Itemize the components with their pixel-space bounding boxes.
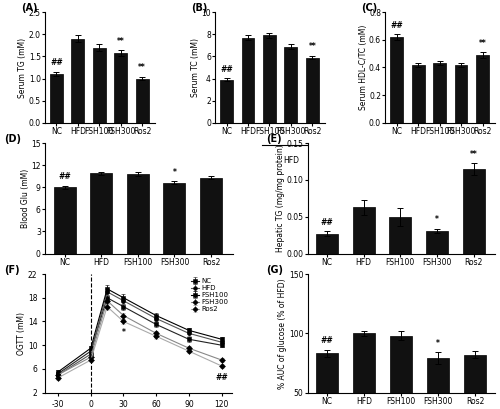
Legend: NC, HFD, FSH100, FSH300, Ros2: NC, HFD, FSH100, FSH300, Ros2 <box>190 277 229 313</box>
Bar <box>200 178 222 254</box>
Bar <box>127 174 149 254</box>
Y-axis label: Serum TC (mM): Serum TC (mM) <box>191 38 200 97</box>
Text: (A): (A) <box>21 3 38 13</box>
Y-axis label: OGTT (mM): OGTT (mM) <box>18 312 26 355</box>
Bar <box>136 79 148 123</box>
Text: ##: ## <box>320 218 334 227</box>
Bar <box>427 358 450 409</box>
Bar <box>220 80 233 123</box>
Bar <box>352 207 374 254</box>
Bar <box>90 173 112 254</box>
Text: HFD: HFD <box>166 287 182 296</box>
Bar <box>306 58 319 123</box>
Text: ##: ## <box>50 58 63 67</box>
Bar <box>284 47 298 123</box>
Text: HFD: HFD <box>113 156 129 165</box>
Text: **: ** <box>478 39 486 48</box>
Text: **: ** <box>117 37 124 46</box>
Y-axis label: Hepatic TG (mg/mg protein): Hepatic TG (mg/mg protein) <box>276 144 285 252</box>
Text: (G): (G) <box>266 265 283 274</box>
Bar <box>476 55 489 123</box>
Text: ##: ## <box>58 173 71 182</box>
Text: ##: ## <box>220 65 233 74</box>
Text: (B): (B) <box>191 3 208 13</box>
Text: HFD: HFD <box>453 156 469 165</box>
Bar <box>114 53 127 123</box>
Bar <box>316 234 338 254</box>
Text: (E): (E) <box>266 134 282 144</box>
Text: *: * <box>154 335 158 344</box>
Bar <box>316 353 338 409</box>
Text: (C): (C) <box>361 3 378 13</box>
Text: HFD: HFD <box>429 287 445 296</box>
Bar <box>454 65 468 123</box>
Text: (D): (D) <box>4 134 21 144</box>
Bar <box>412 65 424 123</box>
Bar <box>353 333 376 409</box>
Text: (F): (F) <box>4 265 20 274</box>
Bar <box>464 355 486 409</box>
Y-axis label: Blood Glu (mM): Blood Glu (mM) <box>21 169 30 228</box>
Bar <box>433 63 446 123</box>
Text: **: ** <box>308 43 316 52</box>
Text: *: * <box>436 339 440 348</box>
Bar <box>263 36 276 123</box>
Bar <box>390 217 411 254</box>
Text: *: * <box>435 215 439 224</box>
Bar <box>390 336 412 409</box>
Text: HFD: HFD <box>283 156 299 165</box>
Y-axis label: Serum TG (mM): Serum TG (mM) <box>18 37 28 98</box>
Bar <box>50 74 63 123</box>
Bar <box>242 38 254 123</box>
Y-axis label: Serum HDL-C/TC (mM): Serum HDL-C/TC (mM) <box>358 25 368 110</box>
Text: **: ** <box>470 150 478 159</box>
Text: *: * <box>122 328 126 337</box>
Bar <box>426 231 448 254</box>
Text: *: * <box>172 168 176 177</box>
Y-axis label: % AUC of glucose (% of HFD): % AUC of glucose (% of HFD) <box>278 278 287 389</box>
Bar <box>390 37 403 123</box>
Text: ##: ## <box>390 21 403 30</box>
Text: ##: ## <box>321 336 334 345</box>
Text: **: ** <box>138 63 146 72</box>
Bar <box>164 183 186 254</box>
Bar <box>72 39 85 123</box>
Text: ##: ## <box>215 373 228 382</box>
Bar <box>93 47 106 123</box>
Bar <box>54 187 76 254</box>
Bar <box>462 169 484 254</box>
